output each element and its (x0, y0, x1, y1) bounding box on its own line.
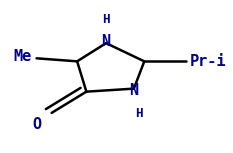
Text: H: H (102, 13, 110, 26)
Text: N: N (129, 83, 138, 98)
Text: H: H (135, 107, 142, 120)
Text: O: O (32, 117, 41, 132)
Text: N: N (102, 34, 111, 49)
Text: Me: Me (14, 49, 32, 63)
Text: Pr-i: Pr-i (190, 54, 226, 69)
